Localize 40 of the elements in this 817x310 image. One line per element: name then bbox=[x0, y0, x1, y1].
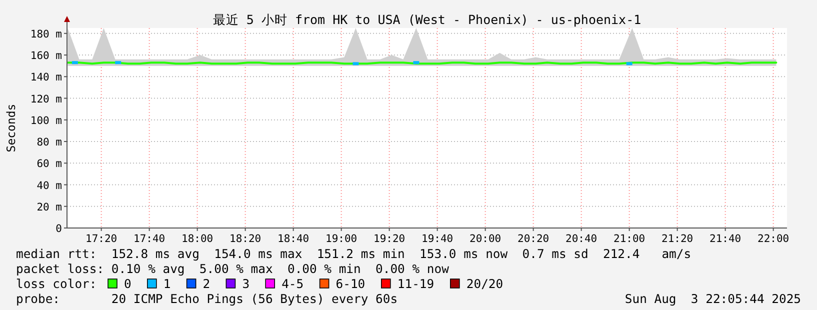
y-tick-label: 0 bbox=[56, 223, 62, 235]
text: Sun Aug 3 22:05:44 2025 bbox=[624, 292, 801, 306]
x-tick-label: 18:40 bbox=[278, 233, 310, 245]
legend-label: 11-19 bbox=[397, 277, 434, 291]
x-tick-label: 18:20 bbox=[230, 233, 262, 245]
x-tick-label: 19:40 bbox=[422, 233, 454, 245]
text: probe: 20 ICMP Echo Pings (56 Bytes) every 60s bbox=[16, 292, 398, 306]
y-axis-title: Seconds bbox=[4, 104, 18, 152]
x-tick-label: 20:20 bbox=[518, 233, 550, 245]
x-tick-label: 17:20 bbox=[86, 233, 118, 245]
legend-label: 6-10 bbox=[336, 277, 366, 291]
y-tick-label: 100 m bbox=[30, 114, 62, 127]
legend-label: 0 bbox=[124, 277, 132, 291]
x-tick-label: 17:40 bbox=[134, 233, 166, 245]
x-tick-label: 21:40 bbox=[710, 233, 742, 245]
text: packet loss: 0.10 % avg 5.00 % max 0.00 % min 0.00 % now bbox=[16, 262, 450, 276]
legend-title: loss color: bbox=[16, 277, 97, 291]
y-tick-label: 120 m bbox=[30, 93, 62, 106]
text: median rtt: 152.8 ms avg 154.0 ms max 151.2 ms min 153.0 ms now 0.7 ms sd 212.4 am/s bbox=[16, 247, 692, 261]
x-tick-label: 21:20 bbox=[662, 233, 694, 245]
legend-label: 3 bbox=[242, 277, 250, 291]
x-tick-label: 22:00 bbox=[758, 233, 790, 245]
y-tick-label: 20 m bbox=[36, 201, 62, 214]
y-tick-label: 40 m bbox=[36, 180, 62, 192]
x-tick-label: 18:00 bbox=[182, 233, 214, 245]
x-tick-label: 20:00 bbox=[470, 233, 502, 245]
legend-label: 2 bbox=[202, 277, 210, 291]
x-tick-label: 21:00 bbox=[614, 233, 646, 245]
chart-title: 最近 5 小时 from HK to USA (West - Phoenix) - us-phoenix-1 bbox=[212, 12, 642, 27]
y-tick-label: 140 m bbox=[30, 72, 62, 84]
y-tick-label: 160 m bbox=[30, 50, 62, 62]
y-tick-label: 180 m bbox=[30, 28, 62, 40]
y-tick-label: 80 m bbox=[36, 136, 62, 149]
legend-label: 20/20 bbox=[466, 277, 504, 291]
x-tick-label: 20:40 bbox=[566, 233, 598, 245]
x-tick-label: 19:20 bbox=[374, 233, 406, 245]
x-tick-label: 19:00 bbox=[326, 233, 358, 245]
legend-label: 4-5 bbox=[282, 277, 304, 291]
y-tick-label: 60 m bbox=[36, 158, 62, 170]
legend-label: 1 bbox=[163, 277, 171, 291]
